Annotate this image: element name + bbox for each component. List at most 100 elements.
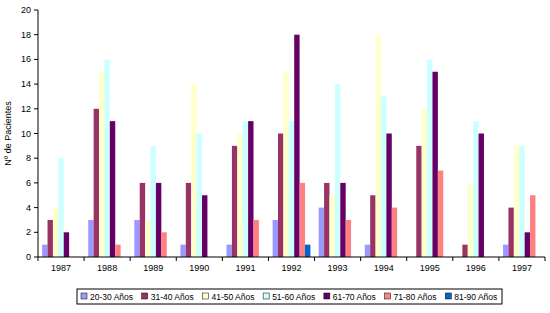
y-tick	[34, 257, 38, 258]
x-tick	[498, 257, 499, 261]
bar	[462, 245, 467, 257]
y-tick-label: 12	[21, 104, 31, 114]
bar	[151, 146, 156, 257]
legend-label: 71-80 Años	[394, 292, 437, 302]
legend-swatch	[385, 293, 391, 299]
y-tick	[34, 10, 38, 11]
bar	[202, 195, 207, 257]
bar	[508, 208, 513, 257]
bar	[58, 158, 63, 257]
y-tick-label: 14	[21, 79, 31, 89]
bar	[115, 245, 120, 257]
bar	[278, 134, 283, 258]
legend: 20-30 Años31-40 Años41-50 Años51-60 Años…	[77, 289, 502, 304]
x-tick-label: 1996	[466, 263, 486, 273]
legend-swatch	[202, 293, 208, 299]
bar	[232, 146, 237, 257]
bar	[519, 146, 524, 257]
y-tick	[34, 59, 38, 60]
x-tick	[176, 257, 177, 261]
bar	[254, 220, 259, 257]
bar	[503, 245, 508, 257]
bar	[392, 208, 397, 257]
bar	[335, 84, 340, 257]
bar	[324, 183, 329, 257]
bar	[319, 208, 324, 257]
x-tick-label: 1987	[51, 263, 71, 273]
legend-label: 61-70 Años	[333, 292, 376, 302]
x-tick-label: 1993	[328, 263, 348, 273]
bar	[197, 134, 202, 258]
chart: 0246810121416182019871988198919901991199…	[0, 0, 550, 313]
bar	[104, 59, 109, 257]
y-tick	[34, 108, 38, 109]
x-tick-label: 1988	[97, 263, 117, 273]
legend-label: 81-90 Años	[454, 292, 497, 302]
legend-box	[77, 289, 502, 304]
bar	[468, 183, 473, 257]
legend-label: 20-30 Años	[90, 292, 133, 302]
y-tick-label: 4	[26, 203, 31, 213]
y-tick	[34, 34, 38, 35]
x-tick-label: 1994	[374, 263, 394, 273]
y-tick	[34, 207, 38, 208]
x-tick-label: 1997	[512, 263, 532, 273]
bar	[386, 134, 391, 258]
x-tick	[84, 257, 85, 261]
legend-swatch	[445, 293, 451, 299]
bar	[340, 183, 345, 257]
bar	[88, 220, 93, 257]
bar	[365, 245, 370, 257]
y-tick-label: 0	[26, 252, 31, 262]
bar	[180, 245, 185, 257]
x-tick	[545, 257, 546, 261]
bar	[294, 35, 299, 257]
bar	[305, 245, 310, 257]
bar	[422, 109, 427, 257]
bar	[473, 121, 478, 257]
y-tick-label: 10	[21, 129, 31, 139]
bar	[134, 220, 139, 257]
legend-swatch	[81, 293, 87, 299]
legend-swatch	[142, 293, 148, 299]
legend-label: 51-60 Años	[272, 292, 315, 302]
bar	[161, 232, 166, 257]
bar	[438, 171, 443, 257]
bar	[64, 232, 69, 257]
bar	[227, 245, 232, 257]
x-tick	[268, 257, 269, 261]
bar	[243, 121, 248, 257]
y-tick-label: 8	[26, 153, 31, 163]
bar	[42, 245, 47, 257]
x-tick	[130, 257, 131, 261]
x-tick	[452, 257, 453, 261]
x-tick-label: 1995	[420, 263, 440, 273]
x-tick	[38, 257, 39, 261]
x-tick-label: 1991	[235, 263, 255, 273]
x-tick	[360, 257, 361, 261]
bar	[156, 183, 161, 257]
x-tick	[406, 257, 407, 261]
y-tick	[34, 133, 38, 134]
y-tick-label: 16	[21, 54, 31, 64]
bar	[376, 35, 381, 257]
bar	[479, 134, 484, 258]
x-axis	[38, 257, 545, 258]
bar	[283, 72, 288, 257]
y-tick	[34, 182, 38, 183]
y-tick	[34, 158, 38, 159]
bar	[346, 220, 351, 257]
bar	[273, 220, 278, 257]
bar	[289, 121, 294, 257]
x-tick	[222, 257, 223, 261]
bar	[370, 195, 375, 257]
y-tick	[34, 232, 38, 233]
bar	[186, 183, 191, 257]
bar	[300, 183, 305, 257]
legend-label: 31-40 Años	[151, 292, 194, 302]
bar	[530, 195, 535, 257]
bar	[48, 220, 53, 257]
bar	[237, 134, 242, 258]
legend-swatch	[324, 293, 330, 299]
bar	[94, 109, 99, 257]
